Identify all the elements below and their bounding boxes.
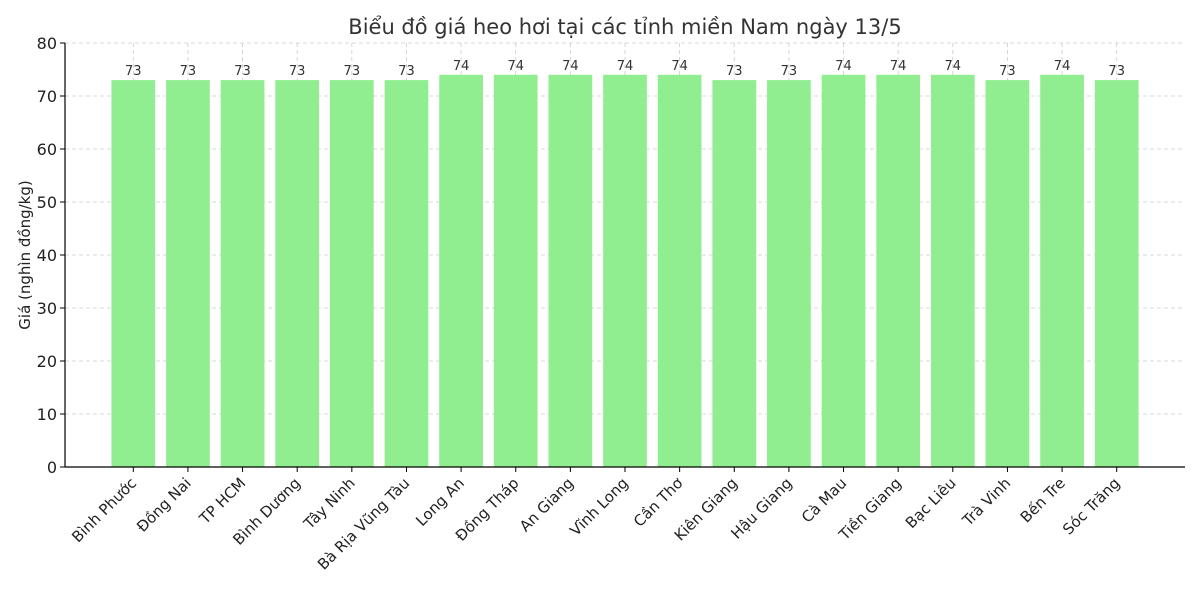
bar-value-label: 73 [726,64,743,79]
bar-value-label: 73 [398,64,415,79]
x-tick-label: Long An [412,474,468,530]
bar-value-label: 74 [835,59,852,74]
y-axis-title: Giá (nghìn đồng/kg) [16,180,34,329]
bar-value-label: 74 [617,59,634,74]
bar [493,74,538,468]
bar-value-label: 74 [945,59,962,74]
bar [384,80,429,467]
bar-value-label: 74 [890,59,907,74]
bar-value-label: 74 [453,59,470,74]
bar-value-label: 74 [671,59,688,74]
y-tick-label: 80 [37,34,57,53]
bar-value-label: 73 [999,64,1016,79]
x-tick-label: Vĩnh Long [566,474,631,539]
bar-layer [111,74,1139,468]
x-tick-label: Cà Mau [798,474,850,526]
bar-value-label: 73 [289,64,306,79]
bar [166,80,210,467]
bar [767,80,811,467]
bar [985,80,1030,467]
bar [111,80,156,467]
bar [821,74,866,468]
x-tick-label: Đồng Nai [133,474,195,536]
bar-value-label: 74 [1054,59,1071,74]
x-tick-label: Trà Vinh [958,474,1014,530]
bar-value-label: 73 [344,64,361,79]
y-tick-label: 10 [37,405,57,424]
bar [1094,80,1139,467]
y-tick-labels: 0 10 20 30 40 50 60 70 80 [37,34,57,477]
bar [548,74,593,468]
bar [930,74,975,468]
y-tick-label: 40 [37,246,57,265]
bar [712,80,757,467]
y-tick-label: 30 [37,299,57,318]
x-tick-label: Sóc Trăng [1059,474,1123,538]
bar-value-label: 74 [507,59,524,74]
bar-value-label: 73 [781,64,798,79]
axis-layer [60,42,1185,472]
y-tick-label: 20 [37,352,57,371]
bar [657,74,702,468]
bar [603,74,647,468]
bar-value-label: 73 [180,64,197,79]
chart-title: Biểu đồ giá heo hơi tại các tỉnh miền Na… [348,15,901,39]
y-tick-label: 60 [37,140,57,159]
y-tick-label: 50 [37,193,57,212]
y-tick-label: 70 [37,87,57,106]
bar-value-label: 73 [125,64,142,79]
bar-value-label: 73 [234,64,251,79]
bar-value-label: 74 [562,59,579,74]
y-tick-label: 0 [47,458,57,477]
x-tick-label: TP HCM [195,474,249,528]
bar [439,74,483,468]
x-tick-label: Bình Phước [68,474,140,546]
bar [1040,74,1084,468]
bar [275,80,320,467]
x-tick-label: Bạc Liêu [902,474,960,532]
bar-value-label: 73 [1108,64,1125,79]
value-label-layer: 73 73 73 73 73 73 74 74 74 74 74 73 73 74 74 74 73 74 73 [125,59,1125,79]
x-tick-label: Bà Rịa Vũng Tàu [314,474,413,573]
bar [876,74,921,468]
x-tick-label: Bến Tre [1017,474,1069,526]
bar [220,80,265,467]
bar [329,80,374,467]
x-tick-label: Cần Thơ [630,474,687,531]
